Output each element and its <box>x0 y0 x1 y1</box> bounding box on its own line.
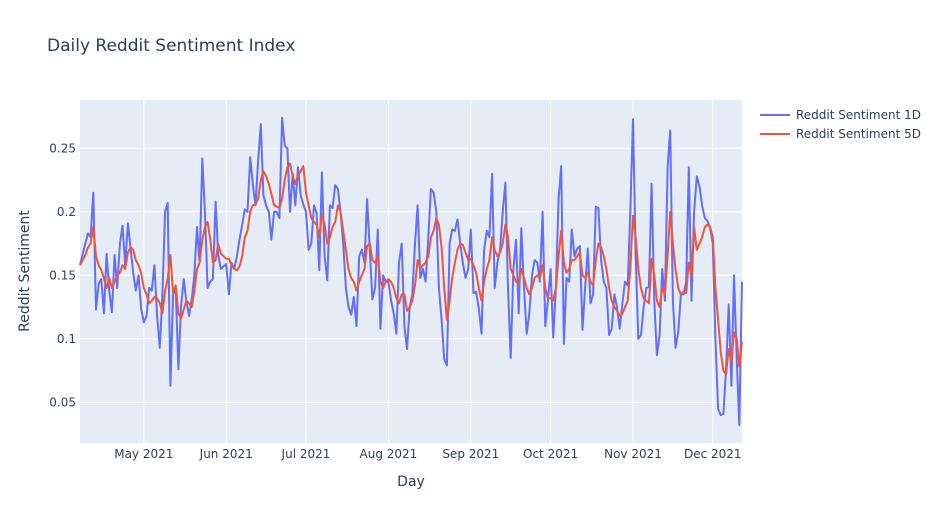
legend-item-1d[interactable]: Reddit Sentiment 1D <box>760 108 921 122</box>
y-tick-label-4: 0.25 <box>49 141 76 155</box>
legend: Reddit Sentiment 1D Reddit Sentiment 5D <box>760 108 921 141</box>
plot-background <box>80 100 742 443</box>
x-tick-label-7: Dec 2021 <box>684 447 742 461</box>
x-tick-label-3: Aug 2021 <box>360 447 418 461</box>
legend-item-5d[interactable]: Reddit Sentiment 5D <box>760 127 921 141</box>
series-line-5d[interactable] <box>79 162 743 376</box>
y-tick-label-3: 0.2 <box>57 205 76 219</box>
y-tick-label-2: 0.15 <box>49 268 76 282</box>
x-tick-label-4: Sep 2021 <box>442 447 499 461</box>
x-tick-label-5: Oct 2021 <box>523 447 578 461</box>
series-line-1d[interactable] <box>79 116 743 427</box>
y-tick-label-1: 0.1 <box>57 332 76 346</box>
series-layer <box>79 116 743 427</box>
y-tick-label-0: 0.05 <box>49 395 76 409</box>
x-axis-ticks: May 2021 Jun 2021 Jul 2021 Aug 2021 Sep 2021… <box>114 447 741 461</box>
x-axis-title: Day <box>397 474 425 490</box>
x-tick-label-2: Jul 2021 <box>281 447 331 461</box>
x-tick-label-6: Nov 2021 <box>604 447 662 461</box>
legend-label-5d: Reddit Sentiment 5D <box>796 127 921 141</box>
chart-title: Daily Reddit Sentiment Index <box>47 36 295 56</box>
x-tick-label-1: Jun 2021 <box>199 447 253 461</box>
y-axis-ticks: 0.05 0.1 0.15 0.2 0.25 <box>49 141 76 409</box>
x-tick-label-0: May 2021 <box>114 447 173 461</box>
legend-label-1d: Reddit Sentiment 1D <box>796 108 921 122</box>
y-axis-title: Reddit Sentiment <box>17 210 33 332</box>
